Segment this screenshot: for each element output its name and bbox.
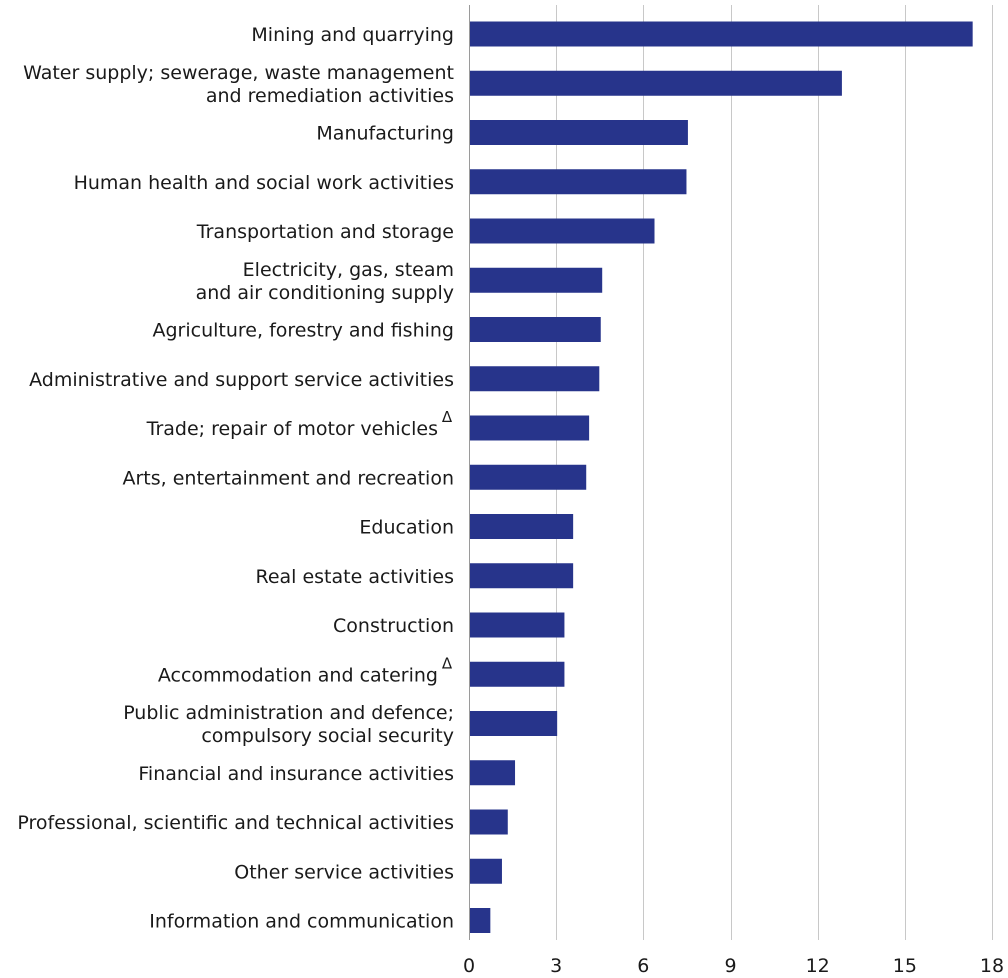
- category-label: Arts, entertainment and recreation: [123, 467, 455, 489]
- delta-marker: Δ: [442, 654, 453, 672]
- bar: [470, 218, 655, 244]
- x-tick-label: 3: [550, 955, 562, 977]
- bar: [470, 169, 687, 195]
- bar: [470, 415, 590, 441]
- x-tick-labels: 0 3 6 9 12 15 18: [463, 955, 1004, 977]
- category-labels: Mining and quarrying Water supply; sewera…: [17, 24, 454, 933]
- bar: [470, 563, 574, 589]
- bar: [470, 858, 502, 884]
- x-tick-label: 15: [893, 955, 917, 977]
- category-label: Financial and insurance activities: [138, 763, 454, 785]
- category-label: Construction: [333, 615, 454, 637]
- bar: [470, 612, 565, 638]
- bar: [470, 21, 973, 47]
- bar: [470, 464, 587, 490]
- gridlines: [469, 5, 993, 940]
- bars: [470, 21, 973, 933]
- x-tick-label: 12: [806, 955, 830, 977]
- category-label: Other service activities: [234, 861, 454, 883]
- category-label: Agriculture, forestry and fishing: [153, 320, 455, 342]
- bar: [470, 809, 508, 835]
- category-label: Trade; repair of motor vehicles: [146, 418, 438, 440]
- bar: [470, 267, 603, 293]
- category-label: Transportation and storage: [196, 221, 454, 243]
- category-label: Professional, scientific and technical a…: [17, 812, 454, 834]
- category-label: Electricity, gas, steam: [243, 259, 454, 281]
- bar: [470, 760, 516, 786]
- x-tick-label: 0: [463, 955, 475, 977]
- category-label: Administrative and support service activ…: [29, 369, 454, 391]
- bar: [470, 711, 558, 736]
- x-tick-label: 18: [980, 955, 1004, 977]
- category-label: and remediation activities: [206, 85, 454, 107]
- category-label: Human health and social work activities: [74, 172, 454, 194]
- bar: [470, 70, 842, 96]
- category-label: and air conditioning supply: [196, 282, 454, 304]
- delta-marker: Δ: [442, 408, 453, 426]
- bar: [470, 120, 688, 145]
- bar: [470, 514, 574, 539]
- x-tick-label: 6: [637, 955, 649, 977]
- category-label: Public administration and defence;: [123, 702, 454, 724]
- category-label: Information and communication: [149, 911, 454, 933]
- category-label: Water supply; sewerage, waste management: [23, 62, 454, 84]
- category-label: Mining and quarrying: [251, 24, 454, 46]
- x-tick-label: 9: [724, 955, 736, 977]
- bar: [470, 366, 600, 392]
- bar: [470, 661, 565, 687]
- bar: [470, 317, 601, 342]
- category-label: Education: [359, 517, 454, 539]
- bar: [470, 908, 491, 933]
- category-label: Accommodation and catering: [158, 664, 438, 686]
- category-label: compulsory social security: [201, 725, 454, 747]
- category-label: Manufacturing: [316, 123, 454, 145]
- category-label: Real estate activities: [255, 566, 454, 588]
